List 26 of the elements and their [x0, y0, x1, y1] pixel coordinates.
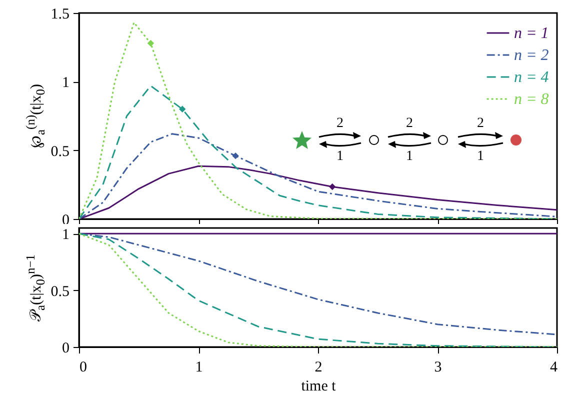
annotation: 2: [406, 116, 413, 132]
x-tick-label: 4: [550, 360, 558, 376]
annotation: 1: [477, 149, 484, 165]
legend-label: n = 2: [514, 47, 549, 64]
legend-label: n = 8: [514, 91, 549, 108]
y-tick-label: 0.5: [50, 284, 70, 300]
x-tick-label: 1: [195, 360, 203, 376]
legend-label: n = 1: [514, 25, 549, 42]
x-axis-title: time t: [301, 378, 337, 394]
point: [328, 183, 336, 190]
y-tick-label: 1.5: [50, 6, 70, 22]
y-tick-label: 0: [62, 340, 70, 356]
annotation: 2: [477, 116, 484, 132]
annotation: 1: [406, 149, 413, 165]
x-tick-label: 0: [80, 360, 87, 376]
x-tick-label: 2: [314, 360, 322, 376]
y-tick-label: 0.5: [50, 144, 70, 160]
y-tick-label: 1: [62, 75, 70, 92]
x-tick-label: 3: [434, 360, 442, 376]
legend-label: n = 4: [514, 69, 549, 86]
y-tick-label: 1: [62, 227, 70, 244]
point: [232, 152, 239, 160]
annotation: 1: [336, 149, 344, 165]
point: [179, 106, 186, 112]
point: [147, 40, 154, 47]
annotation: 2: [336, 116, 344, 132]
